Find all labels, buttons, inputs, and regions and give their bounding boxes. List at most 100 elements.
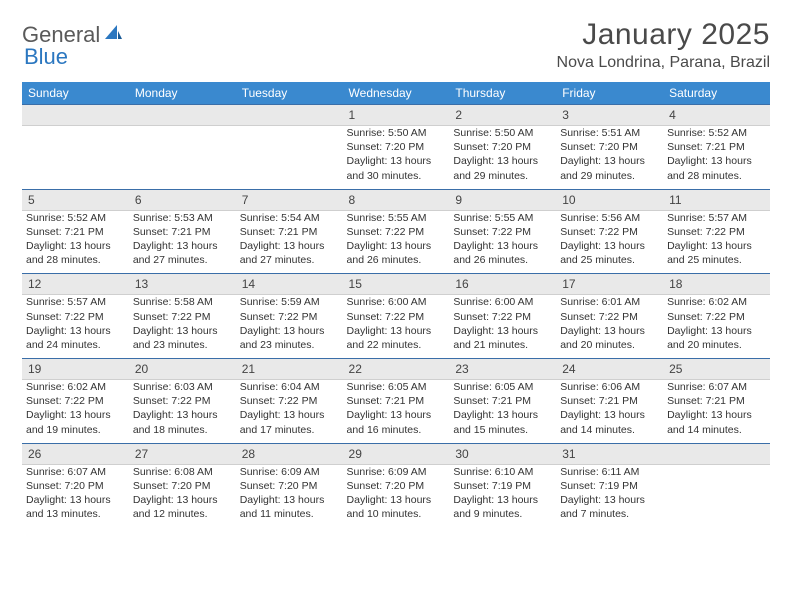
day-number-cell: 18 [663,274,770,295]
sunrise-line: Sunrise: 5:57 AM [667,211,766,225]
day-header-sun: Sunday [22,82,129,105]
title-block: January 2025 Nova Londrina, Parana, Braz… [557,18,770,72]
sunrise-line: Sunrise: 6:06 AM [560,380,659,394]
day-cell: Sunrise: 6:05 AMSunset: 7:21 PMDaylight:… [449,380,556,444]
day-cell: Sunrise: 5:57 AMSunset: 7:22 PMDaylight:… [22,295,129,359]
day-number-cell: 20 [129,359,236,380]
sunrise-line: Sunrise: 6:00 AM [347,295,446,309]
daylight-line-1: Daylight: 13 hours [347,154,446,168]
daylight-line-2: and 13 minutes. [26,507,125,521]
daylight-line-1: Daylight: 13 hours [560,324,659,338]
daylight-line-1: Daylight: 13 hours [26,324,125,338]
sunrise-line: Sunrise: 5:58 AM [133,295,232,309]
day-cell: Sunrise: 6:02 AMSunset: 7:22 PMDaylight:… [663,295,770,359]
day-header-row: Sunday Monday Tuesday Wednesday Thursday… [22,82,770,105]
daylight-line-2: and 12 minutes. [133,507,232,521]
day-number-cell: 5 [22,189,129,210]
week-content-row: Sunrise: 5:57 AMSunset: 7:22 PMDaylight:… [22,295,770,359]
daylight-line-1: Daylight: 13 hours [453,154,552,168]
daylight-line-1: Daylight: 13 hours [667,154,766,168]
daylight-line-2: and 7 minutes. [560,507,659,521]
day-number-cell: 27 [129,443,236,464]
week-content-row: Sunrise: 6:07 AM Sunset: 7:20 PM Daylight:… [22,464,770,527]
day-number-cell: 13 [129,274,236,295]
day-cell: Sunrise: 5:52 AMSunset: 7:21 PMDaylight:… [22,210,129,274]
day-cell: Sunrise: 6:00 AMSunset: 7:22 PMDaylight:… [449,295,556,359]
daylight-line-1: Daylight: 13 hours [453,493,552,507]
sunrise-line: Sunrise: 5:53 AM [133,211,232,225]
sunrise-line: Sunrise: 5:55 AM [347,211,446,225]
sunset-line: Sunset: 7:22 PM [453,225,552,239]
sunset-line: Sunset: 7:22 PM [667,225,766,239]
daylight-line-2: and 23 minutes. [133,338,232,352]
day-number-cell: 11 [663,189,770,210]
day-number-cell [129,105,236,126]
day-cell [663,464,770,527]
day-cell: Sunrise: 5:55 AMSunset: 7:22 PMDaylight:… [343,210,450,274]
sunrise-line: Sunrise: 5:56 AM [560,211,659,225]
daylight-line-1: Daylight: 13 hours [453,324,552,338]
sunset-line: Sunset: 7:21 PM [667,140,766,154]
sunset-line: Sunset: 7:21 PM [26,225,125,239]
daylight-line-1: Daylight: 13 hours [347,324,446,338]
day-number-row: 19202122232425 [22,359,770,380]
day-cell: Sunrise: 6:03 AMSunset: 7:22 PMDaylight:… [129,380,236,444]
daylight-line-1: Daylight: 13 hours [560,239,659,253]
daylight-line-2: and 14 minutes. [560,423,659,437]
day-number-row: 12131415161718 [22,274,770,295]
day-number-cell [236,105,343,126]
day-number-cell: 16 [449,274,556,295]
daylight-line-2: and 19 minutes. [26,423,125,437]
sunset-line: Sunset: 7:22 PM [560,225,659,239]
day-cell: Sunrise: 5:52 AMSunset: 7:21 PMDaylight:… [663,126,770,190]
sunset-line: Sunset: 7:20 PM [133,479,232,493]
day-cell: Sunrise: 5:50 AMSunset: 7:20 PMDaylight:… [343,126,450,190]
logo-text-blue: Blue [24,44,68,70]
day-number-cell: 1 [343,105,450,126]
sunrise-line: Sunrise: 6:09 AM [347,465,446,479]
sunset-line: Sunset: 7:22 PM [240,394,339,408]
daylight-line-1: Daylight: 13 hours [26,239,125,253]
sunset-line: Sunset: 7:21 PM [347,394,446,408]
daylight-line-1: Daylight: 13 hours [347,493,446,507]
daylight-line-2: and 18 minutes. [133,423,232,437]
daylight-line-2: and 24 minutes. [26,338,125,352]
sunset-line: Sunset: 7:19 PM [560,479,659,493]
sunrise-line: Sunrise: 5:59 AM [240,295,339,309]
day-cell [22,126,129,190]
day-cell: Sunrise: 5:51 AMSunset: 7:20 PMDaylight:… [556,126,663,190]
sunrise-line: Sunrise: 5:50 AM [453,126,552,140]
day-cell: Sunrise: 6:04 AMSunset: 7:22 PMDaylight:… [236,380,343,444]
sunrise-line: Sunrise: 5:57 AM [26,295,125,309]
sunrise-line: Sunrise: 6:08 AM [133,465,232,479]
sunrise-line: Sunrise: 6:07 AM [26,465,125,479]
sunset-line: Sunset: 7:22 PM [347,310,446,324]
daylight-line-2: and 17 minutes. [240,423,339,437]
day-number-cell: 4 [663,105,770,126]
sunrise-line: Sunrise: 6:02 AM [26,380,125,394]
sunrise-line: Sunrise: 6:10 AM [453,465,552,479]
sunset-line: Sunset: 7:22 PM [560,310,659,324]
day-cell: Sunrise: 5:57 AMSunset: 7:22 PMDaylight:… [663,210,770,274]
daylight-line-2: and 25 minutes. [667,253,766,267]
day-number-cell: 23 [449,359,556,380]
day-number-cell: 7 [236,189,343,210]
sunset-line: Sunset: 7:19 PM [453,479,552,493]
daylight-line-2: and 9 minutes. [453,507,552,521]
day-number-cell: 29 [343,443,450,464]
day-header-wed: Wednesday [343,82,450,105]
day-cell: Sunrise: 6:11 AMSunset: 7:19 PMDaylight:… [556,464,663,527]
sunset-line: Sunset: 7:20 PM [347,140,446,154]
sunrise-line: Sunrise: 5:51 AM [560,126,659,140]
day-cell: Sunrise: 6:06 AMSunset: 7:21 PMDaylight:… [556,380,663,444]
sunset-line: Sunset: 7:22 PM [667,310,766,324]
daylight-line-2: and 29 minutes. [453,169,552,183]
day-number-cell: 15 [343,274,450,295]
day-number-cell: 21 [236,359,343,380]
day-number-cell: 2 [449,105,556,126]
sunrise-line: Sunrise: 5:54 AM [240,211,339,225]
sunset-line: Sunset: 7:21 PM [560,394,659,408]
day-header-sat: Saturday [663,82,770,105]
daylight-line-1: Daylight: 13 hours [560,493,659,507]
day-cell: Sunrise: 6:07 AMSunset: 7:21 PMDaylight:… [663,380,770,444]
